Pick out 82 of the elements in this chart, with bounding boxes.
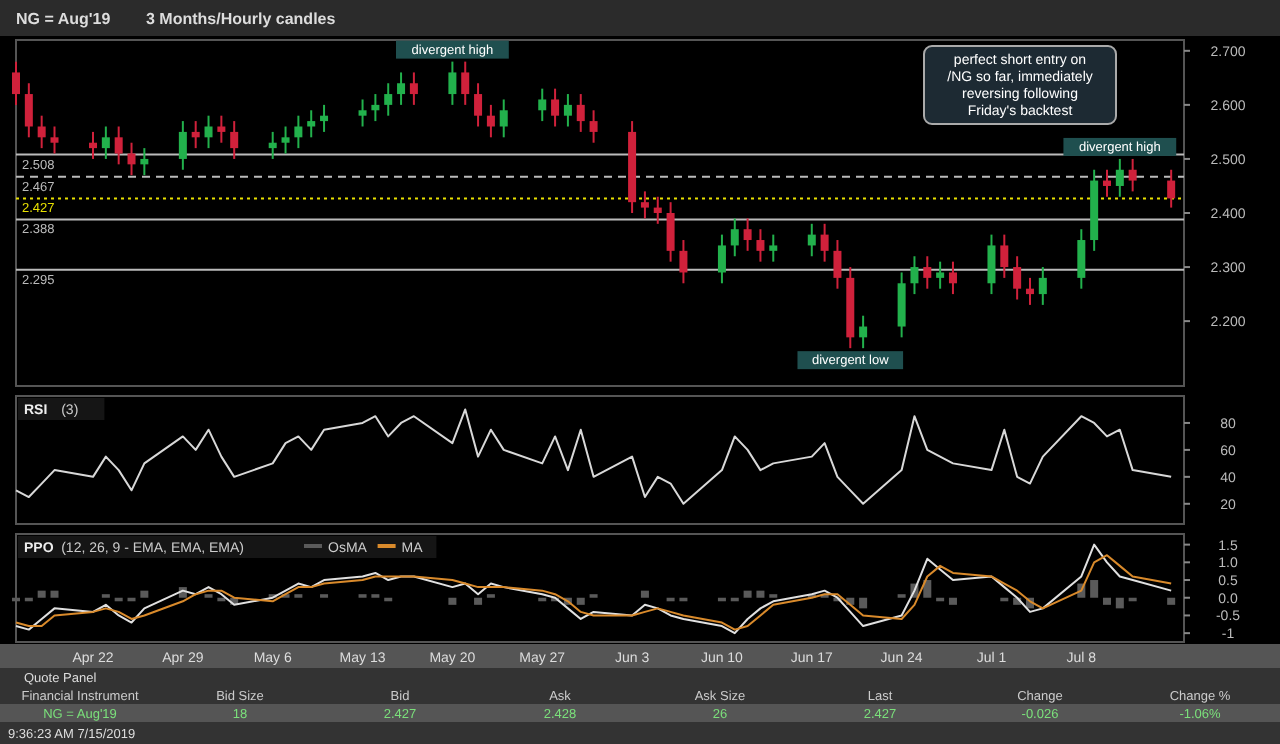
- candlestick: [756, 228, 765, 263]
- bar: [448, 597, 457, 605]
- candlestick: [538, 87, 547, 123]
- bar: [474, 597, 483, 605]
- candlestick: [448, 60, 457, 106]
- bar: [1102, 597, 1111, 605]
- candlestick: [1038, 266, 1047, 306]
- candlestick: [1077, 228, 1086, 290]
- candlestick: [910, 255, 919, 296]
- bar: [640, 590, 649, 598]
- candlestick: [551, 87, 560, 128]
- bar: [140, 590, 149, 598]
- candlestick: [666, 201, 675, 263]
- candlestick: [807, 222, 816, 258]
- candlestick: [717, 233, 726, 285]
- candlestick: [50, 125, 59, 155]
- bar: [37, 590, 46, 598]
- candlestick: [114, 125, 123, 166]
- bar: [576, 597, 585, 605]
- candlestick: [820, 222, 829, 263]
- candlestick: [563, 93, 572, 128]
- candlestick: [294, 114, 303, 150]
- candlestick: [679, 239, 688, 285]
- bar: [743, 590, 752, 598]
- candlestick: [217, 114, 226, 144]
- candlestick: [191, 120, 200, 150]
- candlestick: [140, 147, 149, 177]
- bar: [1090, 580, 1099, 598]
- candlestick: [1000, 233, 1009, 279]
- candlestick: [320, 103, 329, 133]
- candlestick: [859, 314, 868, 350]
- candlestick: [833, 239, 842, 290]
- chart-subtitle: 3 Months/Hourly candles: [146, 10, 337, 28]
- bar: [859, 597, 868, 609]
- candlestick: [384, 82, 393, 117]
- bar: [923, 580, 932, 598]
- candlestick: [1167, 168, 1176, 209]
- bar: [1167, 597, 1176, 605]
- candlestick: [89, 130, 98, 160]
- candlestick: [923, 255, 932, 290]
- candlestick: [897, 271, 906, 339]
- candlestick: [358, 98, 367, 128]
- chart-title: NG = Aug'19: [16, 10, 112, 28]
- candlestick: [730, 217, 739, 258]
- candlestick: [1025, 276, 1034, 306]
- candlestick: [987, 233, 996, 296]
- candlestick: [640, 190, 649, 220]
- candlestick: [37, 114, 46, 150]
- candlestick: [307, 109, 316, 139]
- bar: [756, 590, 765, 598]
- candlestick: [1013, 255, 1022, 301]
- bar: [948, 597, 957, 605]
- candlestick: [371, 93, 380, 123]
- candlestick: [743, 217, 752, 252]
- candlestick: [268, 130, 277, 160]
- candlestick: [936, 260, 945, 290]
- candlestick: [127, 141, 136, 177]
- candlestick: [1115, 157, 1124, 198]
- candlestick: [948, 260, 957, 296]
- candlestick: [486, 103, 495, 139]
- bar: [50, 590, 59, 598]
- candlestick: [178, 120, 187, 171]
- bar: [1115, 597, 1124, 609]
- candlestick: [461, 60, 470, 106]
- candlestick: [397, 71, 406, 106]
- candlestick: [230, 120, 239, 160]
- candlestick: [409, 71, 418, 106]
- candlestick: [769, 233, 778, 263]
- candlestick: [589, 109, 598, 144]
- candlestick: [1128, 157, 1137, 193]
- candlestick: [474, 82, 483, 128]
- candlestick: [24, 82, 33, 139]
- candlestick: [1102, 168, 1111, 198]
- line-series: [15, 543, 1173, 635]
- candlestick: [653, 195, 662, 225]
- candlestick: [281, 125, 290, 155]
- candlestick: [576, 93, 585, 133]
- candlestick: [204, 114, 213, 150]
- candlestick: [499, 98, 508, 139]
- candlestick: [101, 125, 110, 160]
- candlestick: [12, 60, 20, 106]
- line-series: [15, 554, 1173, 631]
